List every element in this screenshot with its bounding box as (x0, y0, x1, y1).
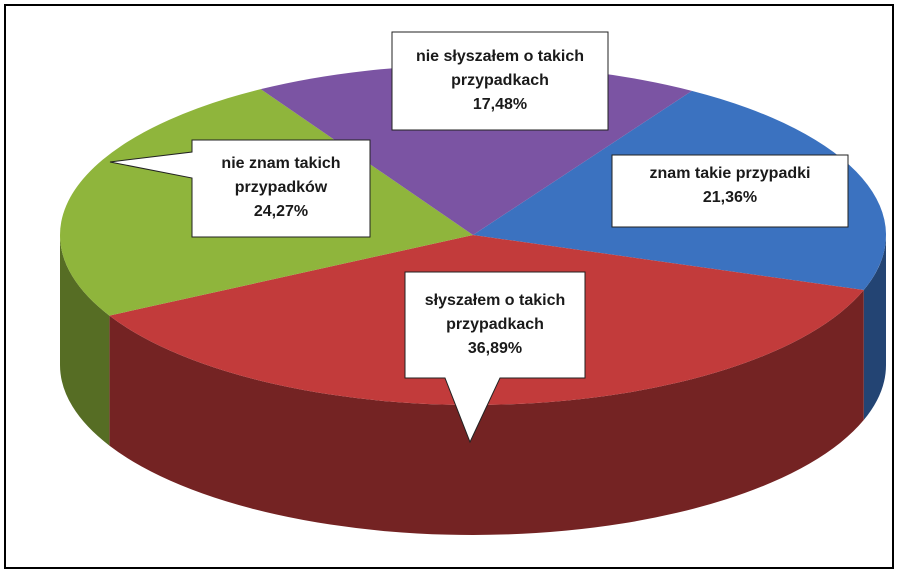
slice-side (60, 235, 110, 446)
slice-label: znam takie przypadki 21,36% (612, 162, 848, 210)
category-label: znam takie przypadki (649, 165, 811, 182)
callouts (109, 31, 849, 444)
pie-sides (60, 235, 886, 535)
callout (404, 271, 586, 444)
slice-label: nie słyszałem o takich przypadkach 17,48… (414, 45, 586, 117)
callout (391, 31, 609, 131)
value-label: 21,36% (702, 189, 758, 206)
category-label: nie znam takich przypadków (221, 155, 341, 196)
category-label: nie słyszałem o takich przypadkach (415, 48, 585, 89)
slice-side (109, 290, 864, 535)
slice-side (863, 235, 886, 421)
category-label: słyszałem o takich przypadkach (424, 292, 566, 333)
callout (611, 154, 849, 228)
value-label: 24,27% (253, 203, 309, 220)
slice-label: słyszałem o takich przypadkach 36,89% (409, 289, 581, 361)
callout (109, 139, 371, 238)
slice-label: nie znam takich przypadków 24,27% (201, 152, 361, 224)
value-label: 17,48% (472, 96, 528, 113)
value-label: 36,89% (467, 340, 523, 357)
